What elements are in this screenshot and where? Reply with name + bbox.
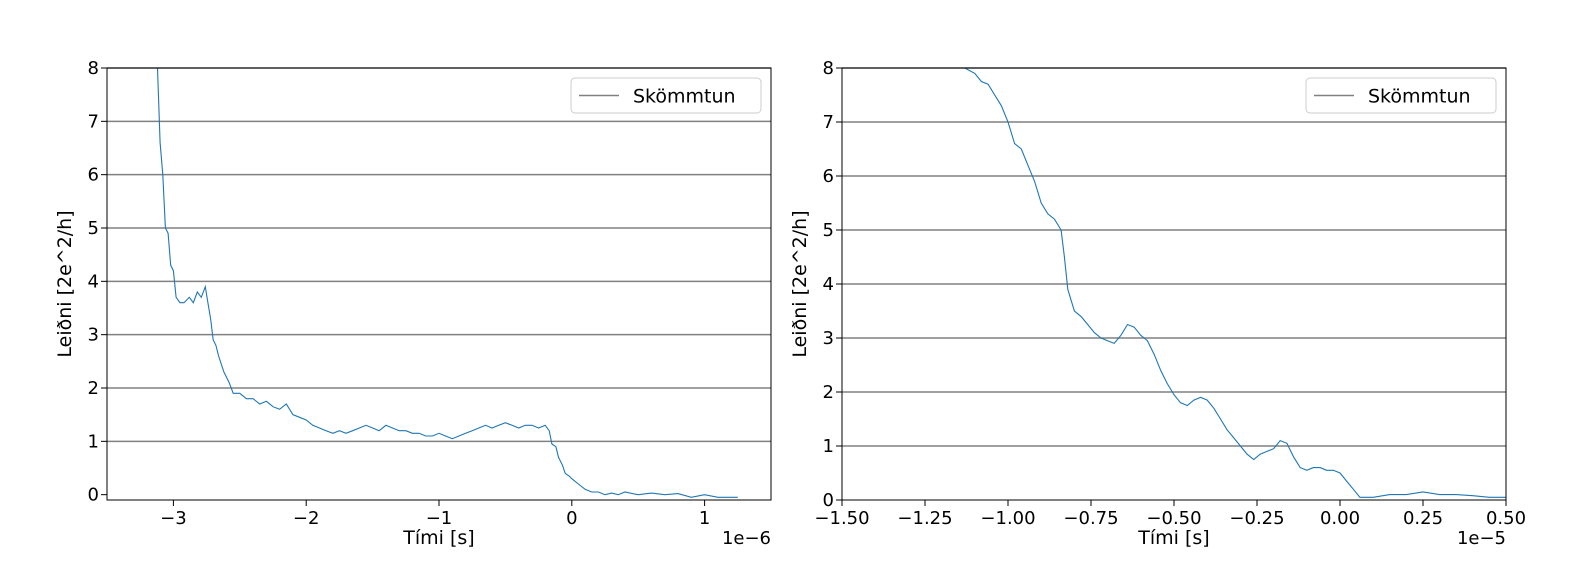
legend: Skömmtun <box>1305 77 1497 114</box>
y-tick-label: 2 <box>88 378 99 399</box>
y-tick-label: 0 <box>823 490 834 511</box>
y-axis-label: Leiðni [2e^2/h] <box>789 210 811 357</box>
x-tick-label: 0.00 <box>1320 508 1360 529</box>
y-tick-label: 3 <box>823 328 834 349</box>
y-tick-label: 7 <box>823 112 834 133</box>
x-tick-label: −3 <box>160 508 187 529</box>
x-offset-label: 1e−6 <box>722 528 771 549</box>
x-offset-label: 1e−5 <box>1457 528 1506 549</box>
x-tick-label: 0 <box>566 508 577 529</box>
series-line <box>156 68 738 498</box>
x-tick-label: −0.50 <box>1146 508 1201 529</box>
y-tick-label: 8 <box>88 58 99 79</box>
y-tick-label: 1 <box>823 436 834 457</box>
y-tick-label: 1 <box>88 431 99 452</box>
x-tick-label: −1.25 <box>897 508 952 529</box>
chart-right: −1.50 −1.25 −1.00 −0.75 −0.50 −0.25 0.00 0.25 0.… <box>789 58 1526 549</box>
y-tick-label: 8 <box>823 58 834 79</box>
legend-label: Skömmtun <box>633 86 736 108</box>
y-tick-label: 4 <box>823 274 834 295</box>
x-tick-label: 1 <box>699 508 710 529</box>
legend-box <box>1305 77 1497 114</box>
y-tick-label: 5 <box>88 218 99 239</box>
series-line <box>964 68 1506 498</box>
x-axis-label: Tími [s] <box>402 527 474 549</box>
y-axis-label: Leiðni [2e^2/h] <box>54 210 76 357</box>
y-tick-label: 4 <box>88 271 99 292</box>
y-tick-label: 0 <box>88 485 99 506</box>
x-tick-label: 0.25 <box>1403 508 1443 529</box>
x-tick-label: 0.50 <box>1486 508 1526 529</box>
y-tick-label: 6 <box>88 165 99 186</box>
x-tick-label: −1.50 <box>814 508 869 529</box>
x-axis-label: Tími [s] <box>1137 527 1209 549</box>
legend-label: Skömmtun <box>1368 86 1471 108</box>
x-tick-label: −1.00 <box>980 508 1035 529</box>
y-tick-label: 2 <box>823 382 834 403</box>
legend: Skömmtun <box>570 77 762 114</box>
x-tick-label: −2 <box>293 508 320 529</box>
x-tick-label: −1 <box>426 508 453 529</box>
x-tick-label: −0.25 <box>1229 508 1284 529</box>
y-tick-label: 6 <box>823 166 834 187</box>
chart-left: −3 −2 −1 0 1 0 1 2 3 4 5 6 7 8 Tími [s] Leiðni [2e^2/h]… <box>54 58 772 549</box>
y-tick-label: 3 <box>88 325 99 346</box>
x-tick-label: −0.75 <box>1063 508 1118 529</box>
y-tick-label: 5 <box>823 220 834 241</box>
y-tick-label: 7 <box>88 111 99 132</box>
legend-box <box>570 77 762 114</box>
